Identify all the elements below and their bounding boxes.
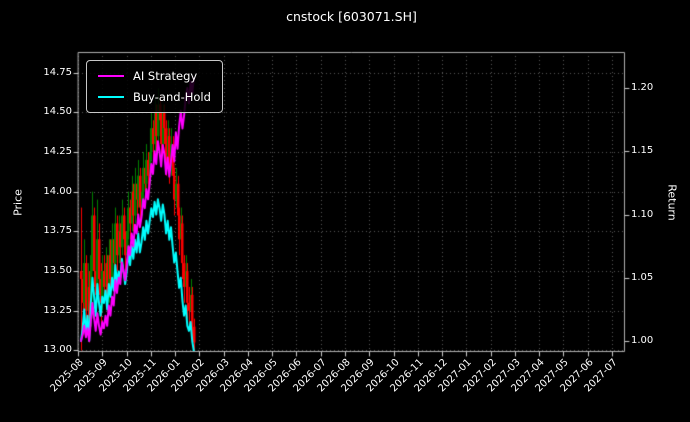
return-tick-label: 1.15	[631, 145, 654, 157]
legend: AI Strategy Buy-and-Hold	[86, 60, 223, 113]
chart-title: cnstock [603071.SH]	[286, 9, 417, 24]
return-axis-label: Return	[665, 184, 679, 221]
legend-item-buy-and-hold: Buy-and-Hold	[98, 90, 211, 104]
ai-strategy-line-swatch	[98, 75, 124, 77]
price-tick-label: 13.50	[43, 265, 72, 277]
price-tick-label: 14.50	[43, 106, 72, 118]
return-tick-label: 1.05	[631, 271, 654, 283]
legend-label-buy-and-hold: Buy-and-Hold	[133, 90, 211, 104]
price-tick-label: 14.25	[43, 146, 72, 157]
price-tick-label: 13.25	[43, 304, 72, 316]
buy-and-hold-line-swatch	[98, 96, 124, 98]
price-axis-label: Price	[11, 189, 25, 216]
price-tick-label: 14.00	[43, 185, 72, 197]
legend-label-ai-strategy: AI Strategy	[133, 69, 198, 83]
legend-item-ai-strategy: AI Strategy	[98, 69, 211, 83]
return-tick-label: 1.00	[631, 334, 654, 346]
return-tick-label: 1.20	[631, 82, 654, 94]
price-tick-label: 14.75	[43, 66, 72, 78]
price-tick-label: 13.00	[43, 344, 72, 356]
return-tick-label: 1.10	[631, 208, 654, 220]
price-tick-label: 13.75	[43, 225, 72, 237]
